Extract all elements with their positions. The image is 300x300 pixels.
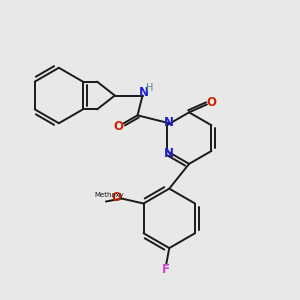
Text: F: F [162, 263, 170, 276]
Text: N: N [164, 116, 174, 129]
Text: O: O [207, 96, 217, 109]
Text: Methoxy: Methoxy [94, 192, 124, 198]
Text: O: O [114, 120, 124, 133]
Text: O: O [112, 191, 122, 204]
Text: H: H [146, 82, 153, 93]
Text: N: N [164, 148, 174, 160]
Text: N: N [139, 86, 148, 99]
